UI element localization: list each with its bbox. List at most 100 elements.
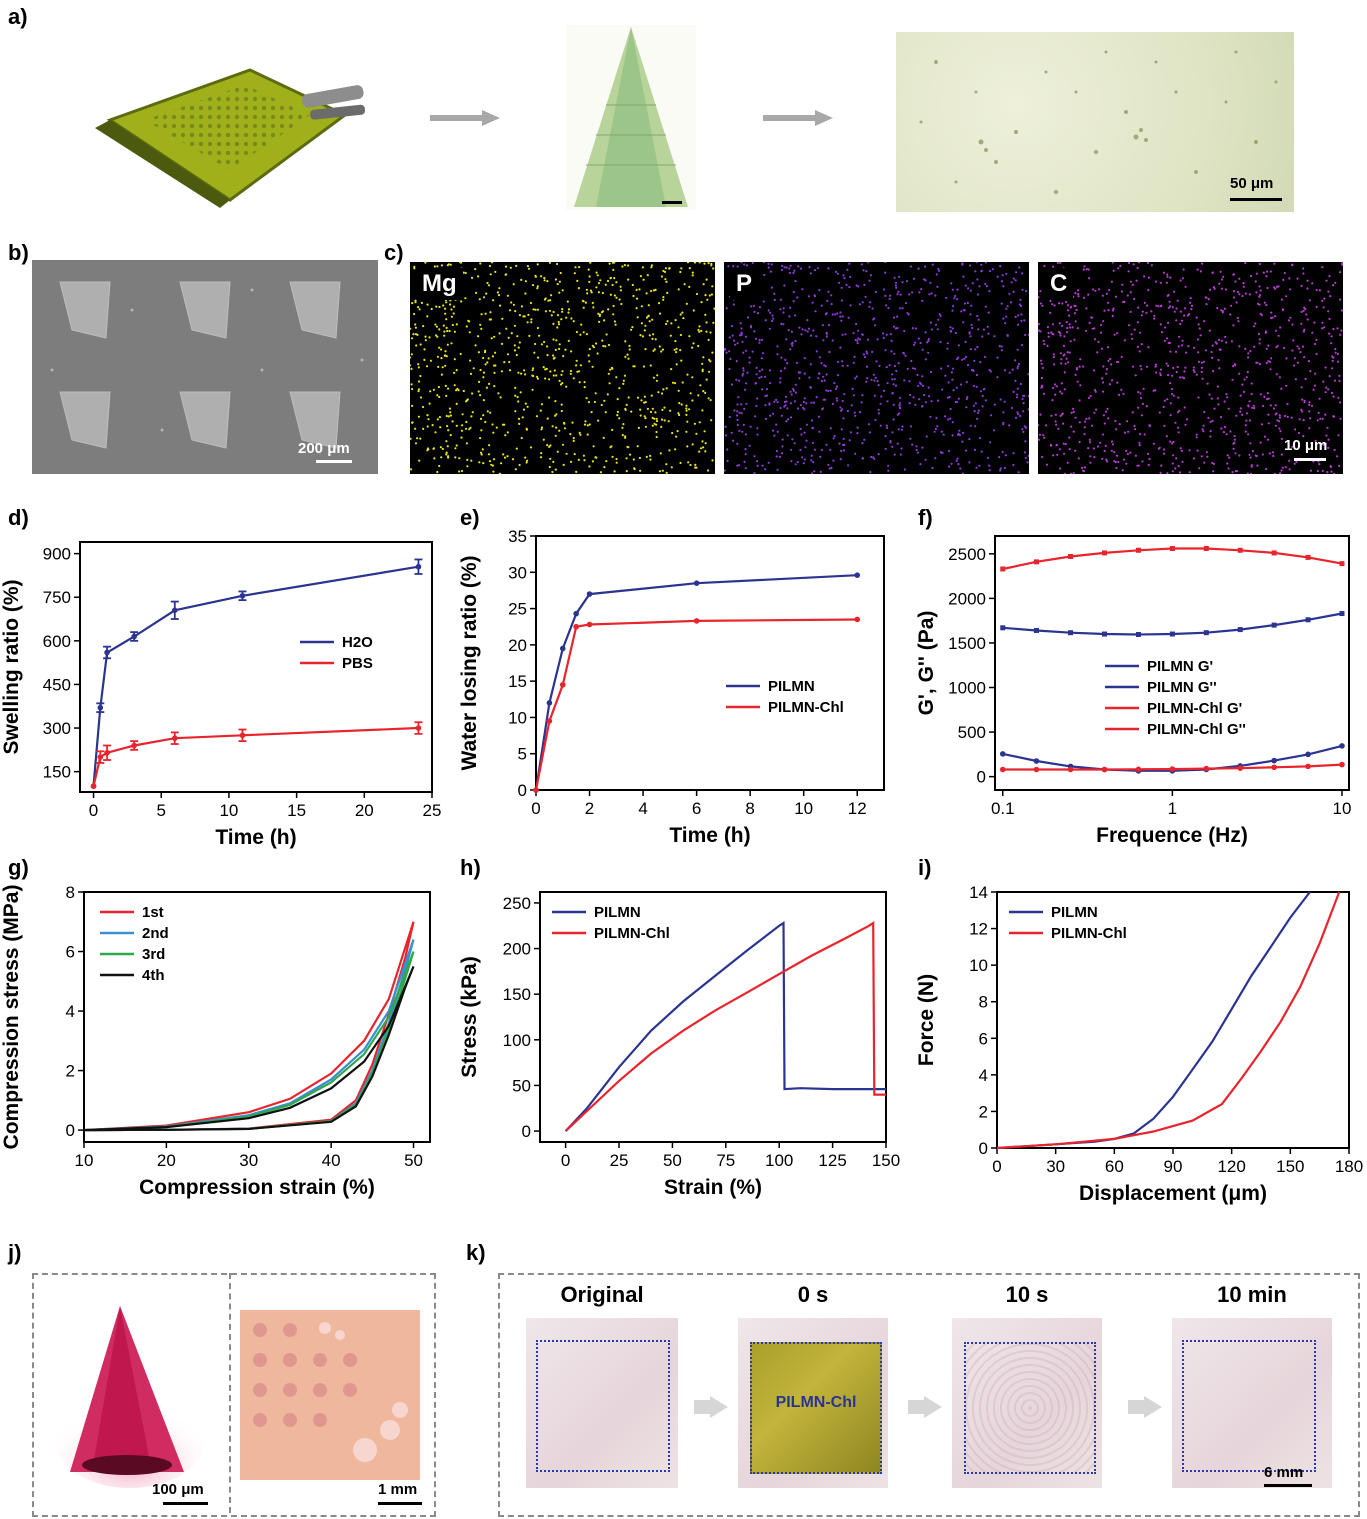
eds-dot [1293,462,1296,465]
eds-dot [1167,321,1170,324]
eds-dot [733,409,736,412]
eds-dot [1071,326,1074,329]
eds-dot [886,400,889,403]
eds-dot [1075,368,1079,371]
eds-dot [1172,394,1175,397]
eds-dot [638,456,641,460]
eds-dot [664,267,667,270]
eds-dot [1213,287,1216,290]
eds-dot [780,322,783,325]
eds-dot [1181,376,1184,379]
eds-dot [420,301,423,304]
eds-dot [724,348,726,352]
eds-dot [882,336,885,339]
eds-dot [540,403,543,406]
eds-dot [879,402,882,405]
eds-dot [477,275,480,278]
eds-dot [546,354,549,357]
eds-dot [1265,275,1268,278]
eds-dot [497,392,500,395]
eds-dot [1302,272,1305,275]
eds-dot [1232,365,1235,368]
eds-dot [758,370,761,373]
eds-dot [460,469,464,473]
eds-dot [1094,390,1097,393]
eds-dot [1068,436,1071,439]
eds-dot [1249,350,1252,353]
eds-dot [602,344,605,348]
eds-dot [874,290,877,294]
eds-dot [804,329,807,332]
eds-dot [1255,454,1258,458]
eds-dot [657,391,660,394]
eds-dot [1122,300,1125,304]
eds-dot [1196,449,1199,452]
eds-dot [669,334,672,337]
eds-dot [1070,425,1073,428]
eds-dot [1303,356,1306,359]
eds-dot [1195,436,1198,439]
eds-dot [1089,394,1092,398]
eds-dot [1211,344,1214,347]
eds-dot [1264,331,1267,334]
eds-dot [611,262,614,264]
eds-dot [861,457,864,460]
eds-dot [1267,422,1270,425]
eds-dot [677,288,680,291]
eds-dot [572,437,575,440]
eds-dot [1268,452,1271,455]
eds-dot [506,431,509,434]
eds-dot [1262,271,1265,274]
eds-dot [1339,298,1342,301]
eds-dot [1052,353,1055,356]
eds-dot [1040,362,1043,365]
eds-dot [954,331,957,335]
eds-dot [429,390,432,393]
eds-dot [947,449,951,453]
eds-dot [517,417,521,420]
eds-dot [746,371,749,374]
eds-dot [815,396,818,399]
eds-dot [621,434,624,437]
eds-dot [460,429,463,432]
eds-dot [1110,440,1114,443]
eds-dot [820,379,823,383]
eds-dot [704,294,707,297]
x-tick-label: 15 [287,801,306,820]
eds-dot [753,330,756,333]
eds-dot [942,433,945,436]
eds-dot [1315,305,1318,309]
eds-dot [1324,391,1327,394]
eds-dot [562,355,565,358]
eds-dot [1047,335,1050,338]
eds-dot [1333,379,1337,382]
eds-dot [1017,314,1020,317]
eds-dot [597,419,600,422]
eds-dot [1248,400,1251,403]
eds-dot [745,349,748,352]
eds-dot [749,425,752,428]
eds-dot [1005,315,1008,318]
eds-dot [1179,447,1182,450]
eds-dot [445,301,448,304]
eds-dot [1208,393,1211,396]
eds-dot [567,339,570,342]
eds-dot [584,301,587,304]
eds-dot [1064,362,1067,365]
x-tick-label: 0 [992,1157,1001,1176]
eds-dot [730,431,733,434]
eds-dot [615,296,618,299]
eds-dot [518,314,521,317]
eds-dot [598,320,601,323]
y-tick-label: 4 [979,1066,988,1085]
eds-dot [478,461,481,464]
eds-dot [1271,316,1274,319]
eds-dot [575,364,578,367]
timepoint-title: 10 s [1005,1282,1049,1307]
eds-dot [1203,410,1206,414]
eds-dot [1087,396,1091,399]
eds-dot [691,399,694,402]
eds-dot [1321,321,1324,324]
eds-dot [1288,277,1291,280]
eds-dot [1302,267,1305,270]
